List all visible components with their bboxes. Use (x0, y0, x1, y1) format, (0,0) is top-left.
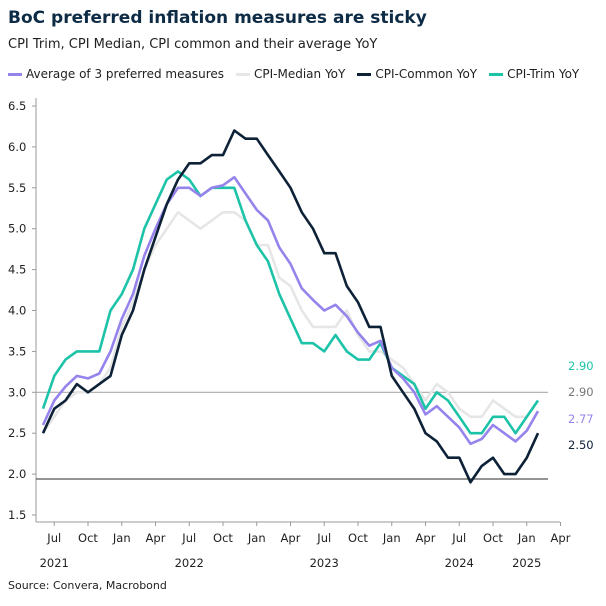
x-tick-label: Oct (78, 531, 98, 545)
x-tick-label: Jan (517, 531, 536, 545)
legend-swatch (8, 72, 22, 76)
legend-label: CPI-Common YoY (375, 67, 478, 81)
legend-label: CPI-Trim YoY (507, 67, 580, 81)
chart-title: BoC preferred inflation measures are sti… (8, 8, 427, 28)
legend-swatch (357, 72, 372, 76)
legend-swatch (489, 72, 504, 76)
x-year-label: 2023 (310, 556, 339, 570)
y-tick-label: 6.0 (8, 140, 26, 154)
x-tick-label: Jul (316, 531, 331, 545)
x-year-label: 2022 (175, 556, 204, 570)
y-tick-label: 5.5 (8, 181, 26, 195)
y-tick-label: 4.0 (8, 304, 26, 318)
legend-item-common: CPI-Common YoY (357, 67, 477, 81)
x-tick-label: Jan (247, 531, 266, 545)
y-tick-label: 1.5 (8, 508, 26, 522)
x-tick-label: Apr (281, 531, 301, 545)
legend-swatch (236, 72, 250, 76)
x-tick-label: Apr (146, 531, 166, 545)
x-year-label: 2021 (40, 556, 69, 570)
x-year-label: 2024 (445, 556, 474, 570)
series-line-cpi-common-yoy (41, 129, 540, 484)
legend: Average of 3 preferred measures CPI-Medi… (8, 67, 591, 81)
y-tick-label: 4.5 (8, 263, 26, 277)
x-tick-label: Jan (382, 531, 401, 545)
source-note: Source: Convera, Macrobond (8, 579, 167, 592)
legend-item-average: Average of 3 preferred measures (8, 67, 224, 81)
y-tick-label: 2.5 (8, 426, 26, 440)
series-line-average-of-3-preferred-measures (41, 175, 540, 446)
end-value-label: 2.50 (568, 438, 594, 452)
y-tick-label: 3.5 (8, 344, 26, 358)
x-tick-label: Oct (213, 531, 233, 545)
x-tick-label: Jan (112, 531, 131, 545)
end-value-label: 2.77 (568, 412, 594, 426)
y-tick-label: 5.0 (8, 222, 26, 236)
x-tick-label: Jul (451, 531, 466, 545)
legend-item-trim: CPI-Trim YoY (489, 67, 579, 81)
end-value-label: 2.90 (568, 359, 594, 373)
series-line-cpi-median-yoy (41, 211, 540, 434)
legend-label: CPI-Median YoY (254, 67, 346, 81)
series-line-cpi-trim-yoy (41, 170, 540, 435)
y-tick-label: 2.0 (8, 467, 26, 481)
x-tick-label: Oct (348, 531, 368, 545)
end-value-label: 2.90 (568, 385, 594, 399)
x-year-label: 2025 (512, 556, 541, 570)
x-tick-label: Jul (46, 531, 61, 545)
chart-subtitle: CPI Trim, CPI Median, CPI common and the… (8, 37, 378, 52)
x-tick-label: Apr (416, 531, 436, 545)
x-tick-label: Jul (181, 531, 196, 545)
x-tick-label: Oct (483, 531, 503, 545)
y-tick-label: 3.0 (8, 385, 26, 399)
x-tick-label: Apr (551, 531, 571, 545)
legend-item-median: CPI-Median YoY (236, 67, 345, 81)
legend-label: Average of 3 preferred measures (26, 67, 224, 81)
y-tick-label: 6.5 (8, 99, 26, 113)
